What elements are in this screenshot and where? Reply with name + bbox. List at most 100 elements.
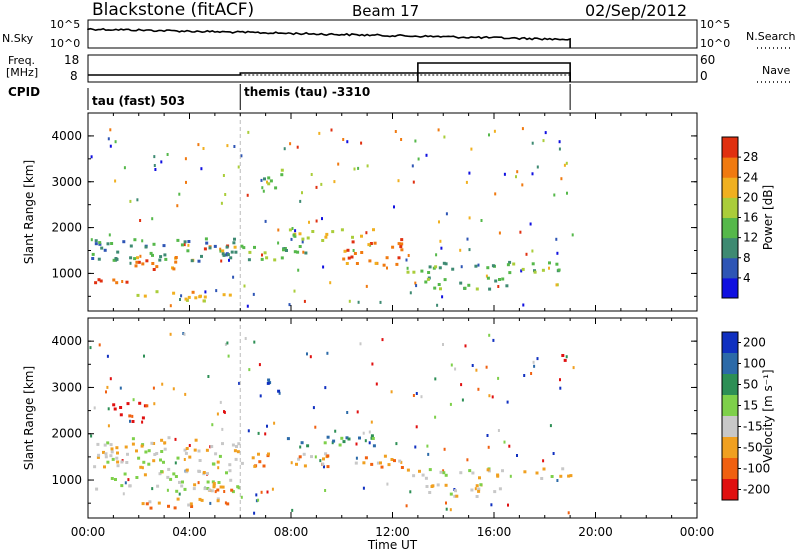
echo-cell [110, 447, 114, 451]
scatter-point [323, 465, 325, 469]
freq-series-line [88, 72, 571, 82]
echo-cell [137, 260, 141, 264]
echo-cell [133, 257, 137, 261]
scatter-point [366, 164, 369, 168]
echo-cell [202, 471, 206, 474]
scatter-point [174, 461, 177, 465]
nave-tick-low: 0 [700, 69, 708, 83]
echo-cell [430, 485, 434, 488]
echo-cell [221, 485, 225, 489]
echo-cell [200, 498, 204, 502]
scatter-point [442, 343, 444, 346]
echo-cell [486, 468, 490, 472]
scatter-point [200, 167, 203, 171]
nave-series-line [417, 62, 571, 82]
echo-cell [206, 472, 209, 476]
echo-cell [120, 460, 124, 464]
echo-cell [236, 450, 240, 454]
scatter-point [394, 130, 397, 133]
echo-cell [373, 241, 377, 245]
echo-cell [153, 453, 157, 456]
echo-cell [197, 259, 201, 263]
scatter-point [131, 414, 134, 418]
scatter-point [223, 410, 225, 414]
echo-cell [116, 464, 120, 468]
echo-cell [216, 499, 220, 503]
scatter-point [487, 445, 490, 449]
echo-cell [326, 435, 330, 439]
scatter-point [412, 180, 415, 184]
echo-cell [138, 401, 142, 405]
scatter-point [197, 481, 200, 485]
scatter-point [414, 139, 417, 143]
echo-cell [167, 436, 171, 440]
echo-cell [434, 265, 438, 269]
colorbar-tick-label: -200 [743, 483, 770, 497]
scatter-point [226, 144, 229, 148]
echo-cell [194, 296, 198, 300]
echo-cell [142, 460, 146, 464]
echo-cell [274, 186, 278, 190]
echo-cell [191, 290, 195, 294]
echo-cell [406, 270, 410, 274]
echo-cell [93, 465, 97, 469]
nsearch-tick-low: 10^0 [700, 37, 731, 50]
colorbar-swatch [722, 374, 738, 396]
scatter-point [114, 179, 117, 183]
scatter-point [548, 266, 550, 270]
scatter-point [266, 490, 269, 494]
colorbar-tick-label: 200 [743, 336, 766, 350]
scatter-point [498, 231, 501, 235]
echo-cell [412, 474, 416, 478]
scatter-point [465, 180, 468, 184]
echo-cell [302, 452, 306, 456]
scatter-point [152, 386, 155, 390]
scatter-point [334, 429, 337, 433]
echo-cell [258, 460, 262, 464]
echo-cell [486, 266, 490, 270]
scatter-point [556, 283, 559, 287]
echo-cell [167, 504, 170, 508]
beam-title: Beam 17 [352, 2, 420, 20]
colorbar-tick-label: 8 [743, 251, 751, 265]
scatter-point [253, 511, 256, 515]
echo-cell [263, 251, 267, 255]
scatter-point [415, 284, 418, 288]
echo-cell [561, 467, 565, 471]
scatter-point [355, 442, 358, 446]
echo-cell [293, 250, 297, 254]
echo-cell [548, 261, 551, 265]
scatter-point [315, 185, 318, 189]
echo-cell [228, 469, 232, 473]
rti-panel-velocity [89, 332, 575, 515]
scatter-point [375, 382, 378, 386]
echo-cell [184, 451, 188, 455]
scatter-point [309, 355, 312, 359]
echo-cell [233, 449, 237, 453]
echo-cell [234, 457, 238, 461]
scatter-point [492, 338, 495, 342]
echo-cell [180, 243, 184, 247]
scatter-point [555, 237, 558, 241]
echo-cell [145, 404, 149, 408]
echo-cell [187, 295, 191, 299]
echo-cell [185, 447, 189, 450]
scatter-point [253, 340, 256, 344]
echo-cell [152, 242, 156, 246]
echo-cell [158, 472, 162, 476]
echo-cell [372, 444, 376, 448]
echo-cell [178, 480, 181, 484]
scatter-point [202, 147, 205, 150]
echo-cell [265, 256, 269, 260]
scatter-point [154, 168, 157, 171]
scatter-point [248, 368, 251, 372]
scatter-point [255, 493, 258, 497]
scatter-point [442, 469, 445, 473]
scatter-point [106, 385, 109, 389]
scatter-point [160, 160, 163, 164]
echo-cell [266, 381, 270, 385]
echo-cell [115, 257, 119, 261]
echo-cell [115, 446, 119, 450]
scatter-point [123, 166, 126, 170]
freq-panel-frame [87, 54, 698, 83]
